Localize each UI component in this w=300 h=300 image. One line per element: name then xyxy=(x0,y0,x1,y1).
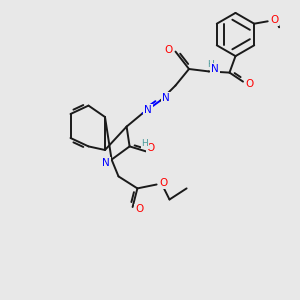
Text: O: O xyxy=(159,178,167,188)
Text: N: N xyxy=(162,93,170,103)
Text: O: O xyxy=(245,79,254,89)
Text: O: O xyxy=(147,143,155,153)
Text: O: O xyxy=(270,15,278,25)
Text: N: N xyxy=(144,105,152,115)
Text: O: O xyxy=(165,45,173,55)
Text: H: H xyxy=(208,60,214,69)
Text: O: O xyxy=(135,204,143,214)
Text: H: H xyxy=(142,139,148,148)
Text: N: N xyxy=(102,158,110,168)
Text: N: N xyxy=(211,64,219,74)
